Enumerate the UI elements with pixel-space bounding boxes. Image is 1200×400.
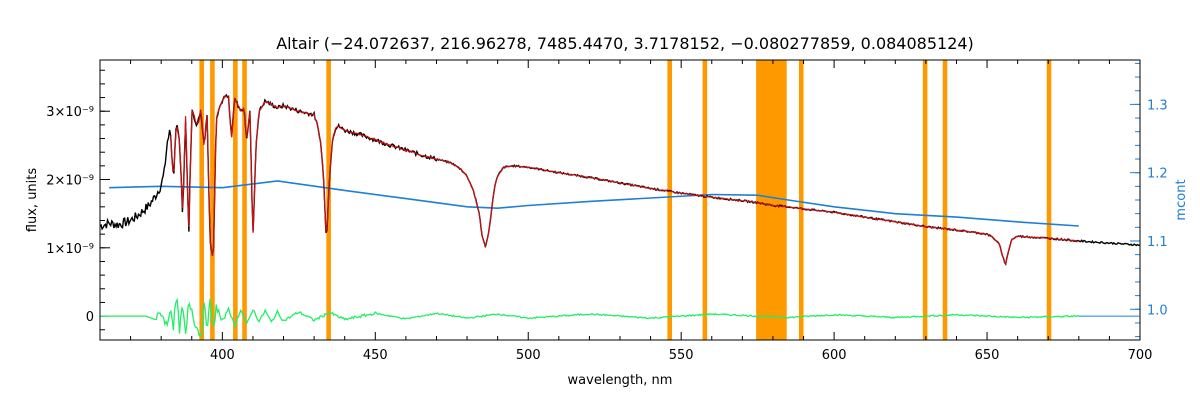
x-tick-label-4: 600 [822,348,847,363]
model-spectrum-line [170,94,1079,266]
observed-spectrum-line [99,93,1140,266]
masked-region-8 [798,60,804,340]
masked-region-6 [702,60,708,340]
masked-region-0 [199,60,204,340]
y2-axis-ticks: 1.0 1.1 1.2 1.3 [1130,60,1168,340]
chart-title: Altair (−24.072637, 216.96278, 7485.4470… [276,34,974,53]
y-tick-label-2: 2×10⁻⁹ [46,174,94,189]
masked-region-10 [942,60,948,340]
y-axis-ticks: 0 1×10⁻⁹ 2×10⁻⁹ 3×10⁻⁹ [46,69,110,331]
x-tick-label-1: 450 [363,348,388,363]
masked-regions [199,60,1052,340]
masked-region-9 [922,60,928,340]
y-axis-title: flux, units [25,168,40,233]
masked-region-11 [1046,60,1052,340]
x-axis-ticks: 400 450 500 550 600 650 700 [130,60,1153,363]
y2-tick-label-1: 1.1 [1147,235,1168,250]
x-tick-label-6: 700 [1128,348,1153,363]
y-tick-label-1: 1×10⁻⁹ [46,242,94,257]
masked-region-1 [210,60,215,340]
x-tick-label-5: 650 [975,348,1000,363]
masked-region-5 [667,60,672,340]
y2-axis-title: mcont [1174,179,1189,220]
y2-tick-label-0: 1.0 [1147,303,1168,318]
x-tick-label-3: 550 [669,348,694,363]
masked-region-3 [242,60,247,340]
y-tick-label-3: 3×10⁻⁹ [46,105,94,120]
masked-region-7 [756,60,787,340]
residual-series-line [100,297,1080,337]
y-tick-label-0: 0 [86,310,94,325]
y2-tick-label-3: 1.3 [1147,98,1168,113]
x-tick-label-0: 400 [210,348,235,363]
continuum-series-line [109,180,1079,227]
plot-frame [99,59,1141,341]
x-tick-label-2: 500 [516,348,541,363]
x-axis-title: wavelength, nm [568,373,673,388]
masked-region-2 [233,60,238,340]
y2-tick-label-2: 1.2 [1147,167,1168,182]
